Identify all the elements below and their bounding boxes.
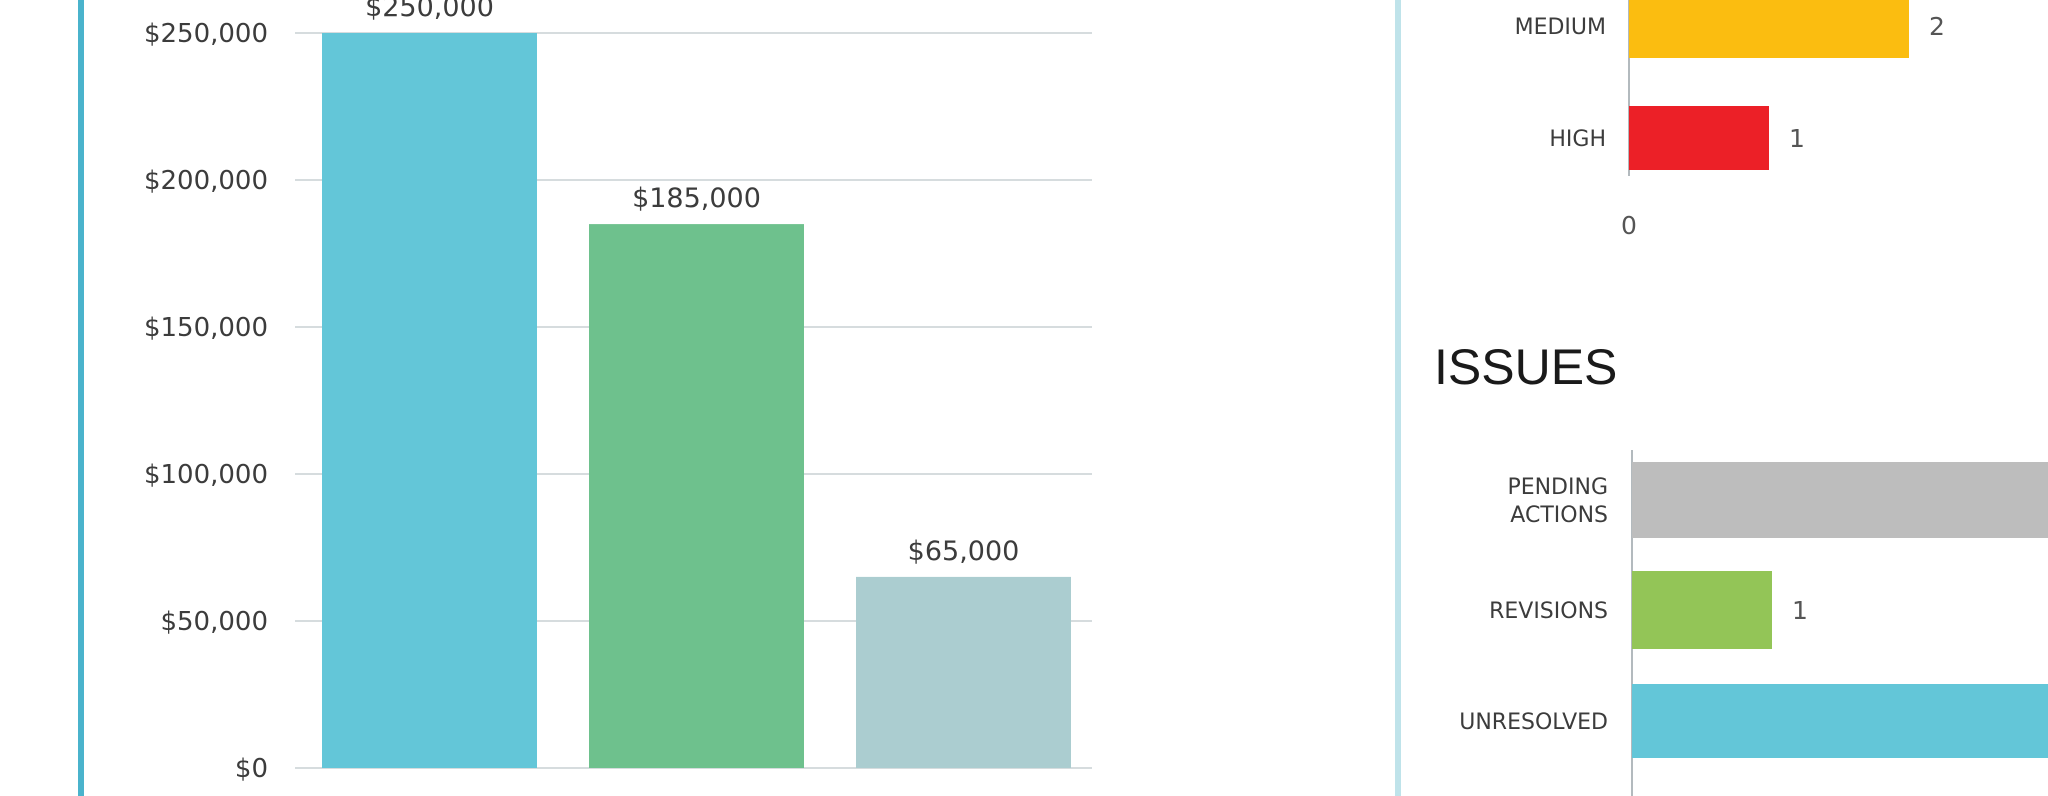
bar	[1632, 571, 1772, 649]
y-tick-label: $100,000	[144, 460, 268, 490]
category-label-line: REVISIONS	[1489, 599, 1608, 624]
category-label-line: PENDING	[1507, 475, 1608, 500]
y-tick-label: $150,000	[144, 313, 268, 343]
bar	[1632, 684, 2048, 758]
y-tick-label: $50,000	[160, 607, 268, 637]
bar	[322, 33, 537, 768]
bar	[1629, 106, 1769, 170]
category-label: REVISIONS	[1489, 599, 1608, 624]
bar	[1632, 462, 2048, 538]
bar-data-label: $250,000	[365, 0, 494, 23]
bar-data-label: 1	[1789, 124, 1805, 153]
category-label: MEDIUM	[1515, 15, 1606, 40]
bar	[1629, 0, 1909, 58]
category-label: PENDING ACTIONS	[1507, 475, 1608, 528]
category-label: HIGH	[1549, 127, 1606, 152]
bar-data-label: $185,000	[632, 183, 761, 214]
category-label-line: UNRESOLVED	[1459, 710, 1608, 735]
category-label: UNRESOLVED	[1459, 710, 1608, 735]
bar	[856, 576, 1071, 768]
bar-data-label: $65,000	[908, 536, 1020, 567]
priority-bar-chart: MEDIUM 2 HIGH 1 0	[1515, 0, 1945, 240]
bar-data-label: 1	[1792, 596, 1808, 625]
issues-bar-chart: ISSUES PENDING ACTIONS REVISIONS 1 UNRESOLVE…	[1434, 339, 2048, 796]
issues-title: ISSUES	[1434, 339, 1617, 395]
right-accent-bar	[1395, 0, 1401, 796]
y-tick-label: $0	[235, 754, 268, 784]
revenue-bar-chart: $0 $50,000 $100,000 $150,000 $200,000 $250,00…	[144, 0, 1092, 784]
y-tick-label: $200,000	[144, 166, 268, 196]
category-label-line: ACTIONS	[1510, 503, 1608, 528]
x-tick-label: 0	[1621, 211, 1637, 240]
bar	[589, 224, 804, 769]
y-tick-label: $250,000	[144, 19, 268, 49]
bar-data-label: 2	[1929, 12, 1945, 41]
left-accent-bar	[78, 0, 84, 796]
